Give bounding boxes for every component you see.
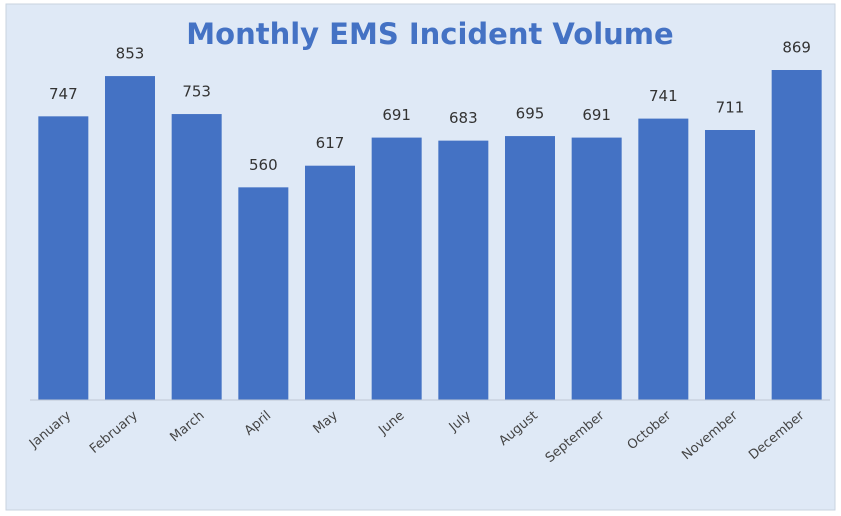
- bar: [638, 118, 689, 400]
- bar: [438, 140, 489, 400]
- data-label: 683: [449, 109, 478, 127]
- bar: [505, 136, 555, 401]
- chart-title: Monthly EMS Incident Volume: [186, 17, 673, 51]
- data-label: 853: [116, 45, 145, 63]
- bar: [371, 137, 422, 400]
- data-label: 695: [516, 105, 545, 123]
- data-label: 560: [249, 156, 278, 174]
- data-label: 711: [716, 99, 745, 117]
- data-label: 747: [49, 85, 78, 103]
- data-label: 741: [649, 87, 678, 105]
- data-label: 869: [782, 39, 811, 57]
- bar: [105, 76, 155, 400]
- data-label: 617: [316, 134, 345, 152]
- bar: [238, 187, 289, 400]
- bar: [705, 130, 755, 400]
- bar: [38, 116, 89, 401]
- bar: [171, 114, 222, 401]
- data-label: 753: [182, 83, 211, 101]
- bar: [771, 70, 822, 400]
- bar: [305, 165, 355, 400]
- bar: [571, 137, 622, 400]
- data-label: 691: [582, 106, 611, 124]
- data-label: 691: [382, 106, 411, 124]
